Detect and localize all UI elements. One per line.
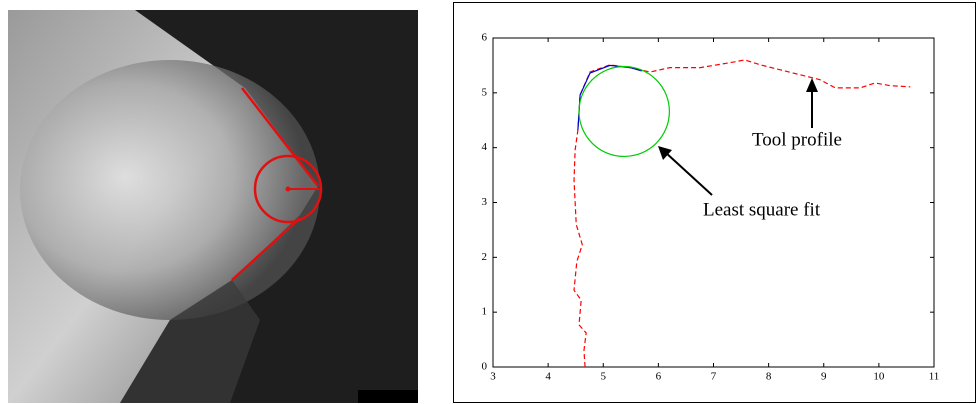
x-tick-label: 4 xyxy=(545,371,551,383)
y-tick-label: 0 xyxy=(482,361,488,373)
micrograph xyxy=(8,10,418,403)
annotation-arrows xyxy=(658,78,818,196)
x-tick-label: 6 xyxy=(656,371,662,383)
x-tick-label: 3 xyxy=(490,371,496,383)
plot: 3 4 5 6 7 8 9 10 11 0 1 2 3 4 5 6 xyxy=(482,32,940,383)
x-tick-label: 11 xyxy=(929,371,940,383)
y-tick-label: 5 xyxy=(482,86,488,98)
x-tick-label: 5 xyxy=(601,371,607,383)
y-tick-label: 2 xyxy=(482,251,488,263)
y-tick-label: 3 xyxy=(482,196,488,208)
y-tick-label: 1 xyxy=(482,306,488,318)
x-tick-label: 9 xyxy=(821,371,827,383)
x-tick-label: 7 xyxy=(711,371,717,383)
annotation: Least square fit xyxy=(703,199,821,220)
panel-frame xyxy=(453,2,976,403)
series-line xyxy=(573,59,911,368)
fit-circle xyxy=(578,65,670,158)
x-tick-label: 8 xyxy=(766,371,772,383)
y-tick-label: 6 xyxy=(482,32,488,44)
annotation: Tool profile xyxy=(752,129,842,150)
y-tick-label: 4 xyxy=(482,141,488,153)
x-tick-label: 10 xyxy=(873,371,885,383)
